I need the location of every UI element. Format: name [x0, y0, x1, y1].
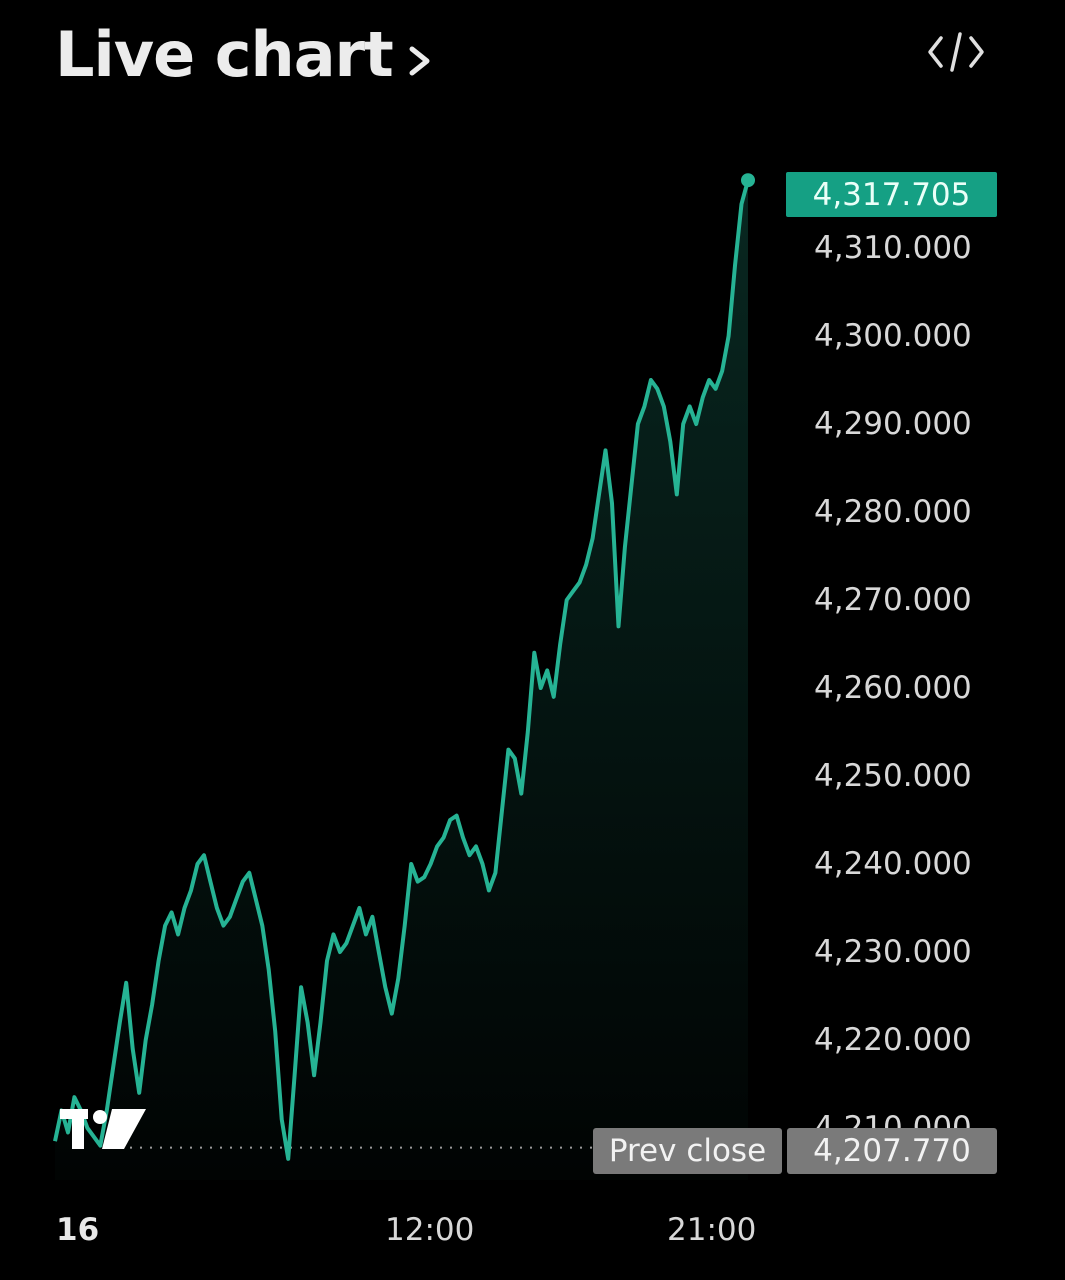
live-chart-link[interactable]: Live chart: [55, 18, 437, 91]
y-tick-label: 4,310.000: [814, 230, 972, 266]
y-tick-label: 4,270.000: [814, 582, 972, 618]
tradingview-logo-icon: [60, 1109, 146, 1149]
chevron-right-icon: [409, 46, 430, 75]
y-tick-label: 4,250.000: [814, 758, 972, 794]
code-embed-icon[interactable]: [925, 28, 987, 76]
y-tick-label: 4,280.000: [814, 494, 972, 530]
y-tick-label: 4,240.000: [814, 846, 972, 882]
x-tick-label: 16: [56, 1212, 100, 1248]
prev-close-label: Prev close: [593, 1128, 782, 1174]
price-area-fill: [55, 180, 748, 1180]
current-price-badge: 4,317.705: [786, 172, 997, 217]
last-price-dot: [741, 173, 755, 188]
prev-close-value: 4,207.770: [787, 1128, 997, 1174]
y-tick-label: 4,220.000: [814, 1022, 972, 1058]
x-tick-label: 12:00: [385, 1212, 475, 1248]
price-series-line: [53, 179, 750, 1161]
y-tick-label: 4,260.000: [814, 670, 972, 706]
y-tick-label: 4,300.000: [814, 318, 972, 354]
page-title: Live chart: [55, 18, 394, 91]
y-tick-label: 4,230.000: [814, 934, 972, 970]
y-tick-label: 4,290.000: [814, 406, 972, 442]
x-tick-label: 21:00: [667, 1212, 757, 1248]
